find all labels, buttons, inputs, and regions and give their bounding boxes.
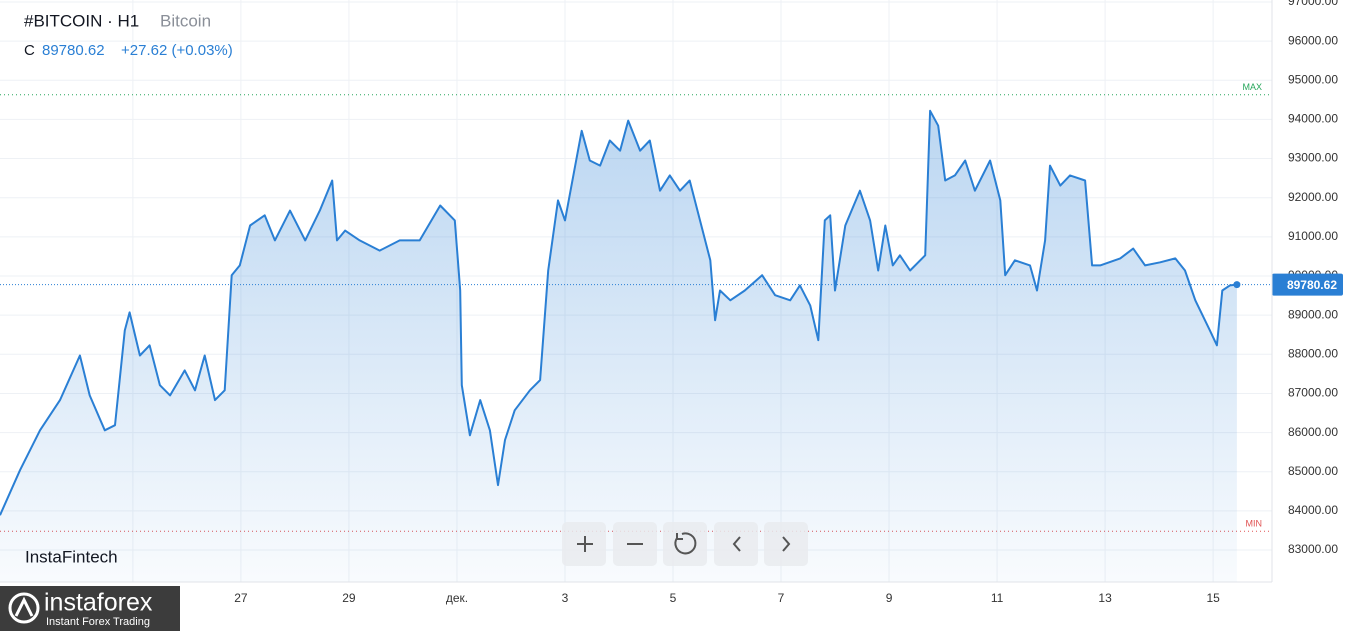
logo-tagline: Instant Forex Trading: [46, 616, 150, 628]
zoom-controls: [562, 522, 808, 566]
y-tick-label: 83000.00: [1288, 542, 1338, 556]
x-tick-label: 27: [234, 591, 248, 605]
right-icon: [782, 536, 791, 552]
chart-title: #BITCOIN · H1: [24, 11, 139, 30]
x-tick-label: 3: [562, 591, 569, 605]
y-tick-label: 89000.00: [1288, 307, 1338, 321]
logo-icon: [8, 592, 40, 624]
price-tag-label: 89780.62: [1287, 278, 1337, 292]
y-tick-label: 87000.00: [1288, 386, 1338, 400]
logo-icon-mark: [14, 596, 34, 617]
logo: instaforex Instant Forex Trading: [0, 586, 180, 631]
current-price: 89780.62: [42, 42, 105, 59]
y-tick-label: 84000.00: [1288, 503, 1338, 517]
price-line: [0, 109, 1238, 516]
logo-background: [0, 586, 180, 631]
chart-subtitle: Bitcoin: [160, 11, 211, 30]
y-tick-label: 93000.00: [1288, 151, 1338, 165]
x-tick-label: 9: [886, 591, 893, 605]
scroll-right-button[interactable]: [764, 522, 808, 566]
x-tick-label: 5: [670, 591, 677, 605]
x-tick-label: дек.: [446, 591, 468, 605]
y-tick-label: 96000.00: [1288, 33, 1338, 47]
price-tag: [1272, 273, 1343, 296]
left-icon: [732, 536, 741, 552]
price-prefix: C: [24, 42, 35, 59]
x-tick-label: 7: [778, 591, 785, 605]
scroll-left-button[interactable]: [714, 522, 758, 566]
last-point: [1233, 281, 1241, 289]
x-tick-label: 13: [1098, 591, 1112, 605]
x-tick-label: 11: [991, 591, 1004, 605]
y-tick-label: 86000.00: [1288, 425, 1338, 439]
reset-icon: [674, 532, 697, 555]
y-tick-label: 85000.00: [1288, 464, 1338, 478]
x-tick-label: 29: [342, 591, 356, 605]
max-line-label: MAX: [1242, 82, 1262, 92]
area-fill: [0, 110, 1237, 583]
reset-button[interactable]: [663, 522, 707, 566]
logo-name: instaforex: [44, 589, 153, 617]
y-tick-label: 92000.00: [1288, 190, 1338, 204]
x-tick-label: 15: [1206, 591, 1220, 605]
y-tick-label: 91000.00: [1288, 229, 1338, 243]
price-change: +27.62 (+0.03%): [121, 42, 233, 59]
plus-icon: [577, 536, 593, 552]
y-tick-label: 94000.00: [1288, 112, 1338, 126]
y-tick-label: 97000.00: [1288, 0, 1338, 8]
y-tick-label: 88000.00: [1288, 346, 1338, 360]
y-tick-label: 95000.00: [1288, 72, 1338, 86]
brand: InstaFintech: [25, 547, 118, 566]
min-line-label: MIN: [1246, 519, 1263, 529]
